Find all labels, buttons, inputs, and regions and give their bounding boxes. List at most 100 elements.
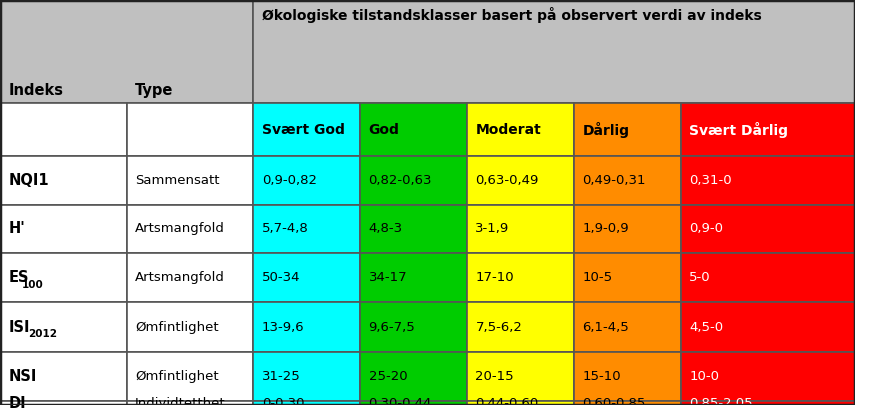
Bar xyxy=(253,0,855,103)
Bar xyxy=(127,103,253,156)
Text: 34-17: 34-17 xyxy=(368,271,407,284)
Bar xyxy=(0,401,127,405)
Text: 17-10: 17-10 xyxy=(476,271,514,284)
Text: 1,9-0,9: 1,9-0,9 xyxy=(582,222,629,236)
Text: 0,9-0: 0,9-0 xyxy=(689,222,723,236)
Bar xyxy=(467,103,574,156)
Bar xyxy=(253,352,360,401)
Text: 4,8-3: 4,8-3 xyxy=(368,222,403,236)
Text: 3-1,9: 3-1,9 xyxy=(476,222,510,236)
Text: 0,44-0,60: 0,44-0,60 xyxy=(476,397,538,409)
Text: 100: 100 xyxy=(21,280,43,290)
Bar xyxy=(574,352,681,401)
Text: 0,85-2,05: 0,85-2,05 xyxy=(689,397,753,409)
Bar xyxy=(127,205,253,253)
Text: 5-0: 5-0 xyxy=(689,271,711,284)
Bar xyxy=(127,302,253,352)
Text: 0,60-0,85: 0,60-0,85 xyxy=(582,397,646,409)
Text: 6,1-4,5: 6,1-4,5 xyxy=(582,321,629,334)
Text: Svært Dårlig: Svært Dårlig xyxy=(689,122,788,138)
Text: Type: Type xyxy=(135,83,174,99)
Bar xyxy=(127,156,253,205)
Text: Ømfintlighet: Ømfintlighet xyxy=(135,370,218,383)
Text: 0-0,30: 0-0,30 xyxy=(262,397,304,409)
Bar xyxy=(574,302,681,352)
Text: 0,30-0,44: 0,30-0,44 xyxy=(368,397,432,409)
Bar xyxy=(360,156,467,205)
Bar xyxy=(681,302,855,352)
Text: ES: ES xyxy=(9,270,29,285)
Text: ISI: ISI xyxy=(9,320,30,335)
Bar xyxy=(253,253,360,302)
Bar xyxy=(360,302,467,352)
Bar xyxy=(681,253,855,302)
Text: Moderat: Moderat xyxy=(476,122,541,136)
Text: 5,7-4,8: 5,7-4,8 xyxy=(262,222,308,236)
Bar xyxy=(0,302,127,352)
Bar xyxy=(681,401,855,405)
Bar xyxy=(467,156,574,205)
Text: 2012: 2012 xyxy=(28,329,56,339)
Bar xyxy=(253,156,360,205)
Bar xyxy=(0,253,127,302)
Text: 0,49-0,31: 0,49-0,31 xyxy=(582,174,646,187)
Bar xyxy=(360,205,467,253)
Text: 10-5: 10-5 xyxy=(582,271,612,284)
Text: 50-34: 50-34 xyxy=(262,271,300,284)
Bar xyxy=(467,205,574,253)
Bar xyxy=(681,205,855,253)
Bar xyxy=(574,401,681,405)
Bar xyxy=(253,302,360,352)
Bar xyxy=(467,302,574,352)
Text: Individtetthet: Individtetthet xyxy=(135,397,226,409)
Bar xyxy=(0,352,127,401)
Bar xyxy=(467,401,574,405)
Bar xyxy=(360,352,467,401)
Bar xyxy=(0,103,127,156)
Text: God: God xyxy=(368,122,399,136)
Bar xyxy=(0,0,253,103)
Bar xyxy=(574,103,681,156)
Bar xyxy=(253,205,360,253)
Text: H': H' xyxy=(9,222,26,236)
Bar xyxy=(0,156,127,205)
Text: Artsmangfold: Artsmangfold xyxy=(135,222,225,236)
Text: NQI1: NQI1 xyxy=(9,173,49,188)
Bar xyxy=(681,352,855,401)
Text: 13-9,6: 13-9,6 xyxy=(262,321,304,334)
Bar xyxy=(574,205,681,253)
Text: Økologiske tilstandsklasser basert på observert verdi av indeks: Økologiske tilstandsklasser basert på ob… xyxy=(262,7,761,23)
Text: 0,31-0: 0,31-0 xyxy=(689,174,732,187)
Bar xyxy=(127,352,253,401)
Text: DI: DI xyxy=(9,395,26,411)
Bar xyxy=(127,253,253,302)
Text: 0,9-0,82: 0,9-0,82 xyxy=(262,174,316,187)
Text: 7,5-6,2: 7,5-6,2 xyxy=(476,321,522,334)
Text: 25-20: 25-20 xyxy=(368,370,407,383)
Text: Indeks: Indeks xyxy=(9,83,63,99)
Bar xyxy=(574,156,681,205)
Text: 15-10: 15-10 xyxy=(582,370,621,383)
Bar xyxy=(360,253,467,302)
Bar xyxy=(0,205,127,253)
Bar xyxy=(681,103,855,156)
Text: Dårlig: Dårlig xyxy=(582,122,629,138)
Text: 0,82-0,63: 0,82-0,63 xyxy=(368,174,432,187)
Text: 0,63-0,49: 0,63-0,49 xyxy=(476,174,539,187)
Text: 9,6-7,5: 9,6-7,5 xyxy=(368,321,415,334)
Text: Svært God: Svært God xyxy=(262,122,344,136)
Bar xyxy=(681,156,855,205)
Bar xyxy=(253,401,360,405)
Text: Ømfintlighet: Ømfintlighet xyxy=(135,321,218,334)
Bar xyxy=(253,103,360,156)
Text: Artsmangfold: Artsmangfold xyxy=(135,271,225,284)
Text: 31-25: 31-25 xyxy=(262,370,300,383)
Bar xyxy=(467,253,574,302)
Text: 10-0: 10-0 xyxy=(689,370,719,383)
Text: 20-15: 20-15 xyxy=(476,370,514,383)
Text: Sammensatt: Sammensatt xyxy=(135,174,219,187)
Bar xyxy=(360,103,467,156)
Bar xyxy=(360,401,467,405)
Bar xyxy=(574,253,681,302)
Text: 4,5-0: 4,5-0 xyxy=(689,321,723,334)
